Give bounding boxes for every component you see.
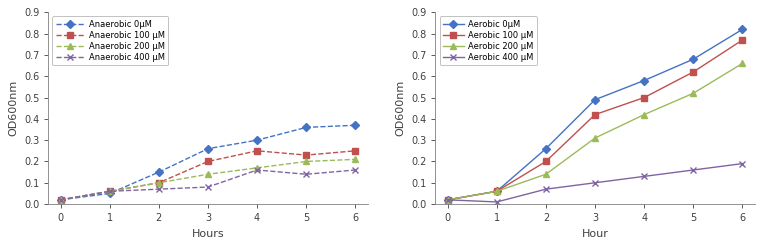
Aerobic 200 μM [591,137,600,140]
Aerobic 0μM [591,98,600,101]
Anaerobic 400 μM [56,198,65,201]
Anaerobic 400 μM [105,190,114,193]
Anaerobic 0μM [301,126,311,129]
Line: Aerobic 400 μM: Aerobic 400 μM [445,161,745,205]
Aerobic 400 μM [639,175,649,178]
Y-axis label: OD600nm: OD600nm [8,80,18,136]
Aerobic 400 μM [738,162,747,165]
Line: Aerobic 0μM: Aerobic 0μM [445,26,745,203]
Aerobic 0μM [738,28,747,31]
Anaerobic 200 μM [154,181,163,184]
Aerobic 200 μM [443,198,452,201]
Anaerobic 100 μM [351,149,360,152]
Anaerobic 400 μM [351,168,360,171]
Anaerobic 200 μM [204,173,213,176]
Anaerobic 100 μM [204,160,213,163]
Aerobic 0μM [443,198,452,201]
Aerobic 400 μM [591,181,600,184]
Aerobic 200 μM [541,173,550,176]
Aerobic 200 μM [639,113,649,116]
Aerobic 100 μM [639,96,649,99]
Line: Anaerobic 0μM: Anaerobic 0μM [57,122,359,203]
Aerobic 400 μM [541,188,550,191]
Anaerobic 400 μM [253,168,262,171]
Anaerobic 0μM [253,139,262,142]
X-axis label: Hours: Hours [192,229,224,239]
Aerobic 200 μM [492,190,501,193]
Anaerobic 100 μM [301,154,311,157]
Aerobic 200 μM [689,92,698,95]
Aerobic 100 μM [738,39,747,41]
Anaerobic 200 μM [253,166,262,169]
Anaerobic 0μM [154,171,163,174]
Anaerobic 0μM [204,147,213,150]
Aerobic 100 μM [443,198,452,201]
Legend: Anaerobic 0μM, Anaerobic 100 μM, Anaerobic 200 μM, Anaerobic 400 μM: Anaerobic 0μM, Anaerobic 100 μM, Anaerob… [53,17,169,65]
Anaerobic 100 μM [154,181,163,184]
Anaerobic 100 μM [253,149,262,152]
X-axis label: Hour: Hour [581,229,608,239]
Anaerobic 0μM [56,198,65,201]
Aerobic 100 μM [541,160,550,163]
Aerobic 400 μM [492,201,501,204]
Line: Anaerobic 400 μM: Anaerobic 400 μM [57,167,359,203]
Aerobic 0μM [639,79,649,82]
Aerobic 100 μM [689,70,698,73]
Aerobic 100 μM [492,190,501,193]
Anaerobic 100 μM [105,190,114,193]
Anaerobic 0μM [105,192,114,195]
Aerobic 0μM [689,58,698,61]
Anaerobic 100 μM [56,198,65,201]
Aerobic 400 μM [443,198,452,201]
Line: Anaerobic 200 μM: Anaerobic 200 μM [57,156,359,203]
Line: Aerobic 100 μM: Aerobic 100 μM [445,37,745,203]
Anaerobic 400 μM [204,185,213,188]
Aerobic 0μM [541,147,550,150]
Anaerobic 200 μM [351,158,360,161]
Line: Aerobic 200 μM: Aerobic 200 μM [445,60,745,203]
Aerobic 400 μM [689,168,698,171]
Legend: Aerobic 0μM, Aerobic 100 μM, Aerobic 200 μM, Aerobic 400 μM: Aerobic 0μM, Aerobic 100 μM, Aerobic 200… [439,17,536,65]
Anaerobic 200 μM [105,190,114,193]
Aerobic 200 μM [738,62,747,65]
Aerobic 100 μM [591,113,600,116]
Anaerobic 200 μM [56,198,65,201]
Anaerobic 400 μM [154,188,163,191]
Line: Anaerobic 100 μM: Anaerobic 100 μM [57,148,359,203]
Aerobic 0μM [492,190,501,193]
Anaerobic 200 μM [301,160,311,163]
Y-axis label: OD600nm: OD600nm [395,80,405,136]
Anaerobic 400 μM [301,173,311,176]
Anaerobic 0μM [351,124,360,127]
